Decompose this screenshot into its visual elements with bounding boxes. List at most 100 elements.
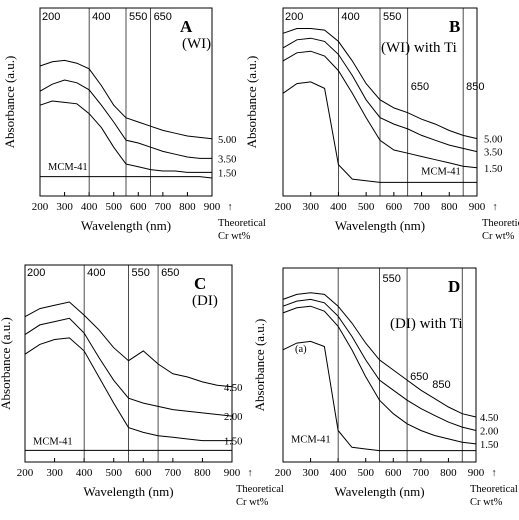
x-tick-label: 900 — [204, 201, 221, 213]
series-curve-mcm41 — [282, 81, 477, 183]
x-tick-label: 200 — [275, 201, 292, 213]
x-tick-label: 200 — [275, 467, 292, 479]
x-axis-title: Wavelength (nm) — [334, 484, 424, 499]
footnote-line-1: Theoretical — [218, 218, 266, 229]
x-tick-label: 900 — [224, 467, 241, 479]
x-axis-title: Wavelength (nm) — [83, 484, 173, 499]
panel-letter: C — [194, 274, 206, 293]
reference-label-200: 200 — [42, 11, 60, 23]
x-tick-label: 900 — [469, 201, 486, 213]
x-tick-label: 700 — [155, 201, 172, 213]
y-axis-title: Absorbance (a.u.) — [0, 317, 13, 410]
panel-a: 200 300 400 500 600 700 800 900 200 400 550 650 A(WI… — [2, 7, 266, 242]
series-label: 4.50 — [224, 383, 242, 394]
series-label-mcm41: MCM-41 — [33, 436, 73, 447]
panel-subtitle: (DI) with Ti — [390, 316, 463, 332]
series-label-mcm41: MCM-41 — [421, 166, 461, 177]
series-curve-150 — [24, 337, 232, 442]
footnote-line-2: Cr wt% — [482, 231, 515, 242]
reference-label-850: 850 — [432, 379, 450, 391]
arrow-up-icon: ↑ — [492, 202, 497, 213]
reference-label-650: 650 — [161, 267, 179, 279]
series-label: 2.00 — [224, 412, 242, 423]
series-curve-350 — [282, 37, 478, 153]
series-label: 1.50 — [218, 168, 236, 179]
x-tick-label: 700 — [165, 467, 182, 479]
panel-letter: A — [180, 17, 193, 36]
reference-label-550: 550 — [132, 267, 150, 279]
x-tick-label: 500 — [358, 201, 375, 213]
x-tick-label: 700 — [413, 467, 430, 479]
x-tick-label: 800 — [440, 467, 457, 479]
series-label: 5.00 — [218, 135, 236, 146]
series-curve-200 — [24, 317, 233, 417]
panel-subtitle: (DI) — [192, 293, 218, 309]
x-tick-label: 400 — [76, 467, 93, 479]
x-tick-label: 400 — [330, 201, 347, 213]
series-curve-200 — [282, 298, 477, 431]
reference-label-200: 200 — [27, 267, 45, 279]
reference-label-650: 650 — [411, 81, 429, 93]
series-curve-350 — [39, 79, 212, 159]
panel-note: (a) — [295, 344, 307, 355]
footnote-line-2: Cr wt% — [236, 497, 269, 508]
arrow-up-icon: ↑ — [227, 202, 232, 213]
x-tick-label: 500 — [357, 467, 374, 479]
panel-d: 200 300 400 500 600 700 800 900 550 650 850 D (DI) w… — [252, 267, 518, 508]
footnote-line-1: Theoretical — [470, 484, 518, 495]
reference-label-550: 550 — [383, 273, 401, 285]
panel-letter: D — [448, 277, 460, 296]
y-axis-title: Absorbance (a.u.) — [2, 56, 17, 149]
footnote-line-2: Cr wt% — [470, 497, 503, 508]
panel-subtitle: (WI) with Ti — [381, 40, 457, 56]
x-tick-label: 800 — [179, 201, 196, 213]
reference-label-650: 650 — [410, 371, 428, 383]
x-tick-label: 900 — [468, 467, 485, 479]
x-axis-title: Wavelength (nm) — [81, 218, 171, 233]
panel-letter: B — [449, 17, 460, 36]
series-curve-500 — [282, 28, 478, 140]
reference-label-850: 850 — [466, 81, 484, 93]
reference-label-650: 650 — [154, 11, 172, 23]
x-tick-label: 800 — [194, 467, 211, 479]
x-tick-label: 600 — [385, 467, 402, 479]
x-tick-label: 200 — [32, 201, 49, 213]
series-curve-150 — [282, 50, 478, 169]
panel-subtitle: (WI) — [182, 36, 211, 52]
footnote-line-1: Theoretical — [236, 484, 284, 495]
reference-label-400: 400 — [92, 11, 110, 23]
series-label: 5.00 — [484, 135, 502, 146]
x-tick-label: 700 — [413, 201, 430, 213]
x-tick-label: 300 — [46, 467, 63, 479]
series-label: 4.50 — [480, 413, 498, 424]
x-tick-label: 600 — [135, 467, 152, 479]
x-tick-label: 400 — [330, 467, 347, 479]
series-label-mcm41: MCM-41 — [48, 162, 88, 173]
reference-label-550: 550 — [383, 11, 401, 23]
series-label: 1.50 — [224, 437, 242, 448]
arrow-up-icon: ↑ — [247, 468, 252, 479]
series-label: 3.50 — [218, 154, 236, 165]
series-label: 1.50 — [484, 164, 502, 175]
series-curve-500 — [39, 59, 213, 140]
reference-label-400: 400 — [87, 267, 105, 279]
x-tick-label: 300 — [302, 201, 319, 213]
series-label: 1.50 — [480, 440, 498, 451]
series-curve-mcm41 — [40, 176, 213, 179]
reference-label-400: 400 — [341, 11, 359, 23]
x-tick-label: 400 — [81, 201, 98, 213]
x-tick-label: 600 — [386, 201, 403, 213]
x-tick-label: 300 — [56, 201, 73, 213]
arrow-up-icon: ↑ — [491, 468, 496, 479]
x-tick-label: 800 — [441, 201, 458, 213]
x-tick-label: 500 — [105, 467, 122, 479]
x-tick-label: 300 — [302, 467, 319, 479]
series-label: 2.00 — [480, 426, 498, 437]
footnote-line-2: Cr wt% — [218, 231, 251, 242]
x-axis-title: Wavelength (nm) — [335, 218, 425, 233]
series-label-mcm41: MCM-41 — [291, 435, 331, 446]
panel-b: 200 300 400 500 600 700 800 900 200 400 550 650 850 B… — [244, 7, 519, 242]
x-tick-label: 600 — [130, 201, 147, 213]
y-axis-title: Absorbance (a.u.) — [244, 56, 259, 149]
